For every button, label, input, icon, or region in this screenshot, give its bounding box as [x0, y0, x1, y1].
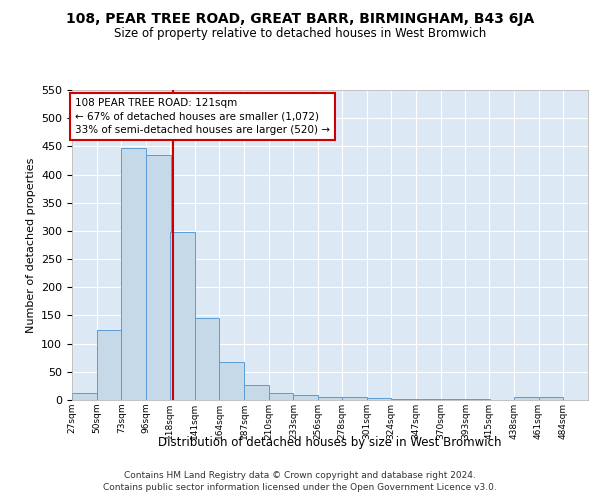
Text: 108, PEAR TREE ROAD, GREAT BARR, BIRMINGHAM, B43 6JA: 108, PEAR TREE ROAD, GREAT BARR, BIRMING…: [66, 12, 534, 26]
Text: 108 PEAR TREE ROAD: 121sqm
← 67% of detached houses are smaller (1,072)
33% of s: 108 PEAR TREE ROAD: 121sqm ← 67% of deta…: [75, 98, 330, 135]
Bar: [72, 393, 97, 400]
Bar: [97, 330, 121, 400]
Text: Contains HM Land Registry data © Crown copyright and database right 2024.: Contains HM Land Registry data © Crown c…: [124, 472, 476, 480]
Text: Size of property relative to detached houses in West Bromwich: Size of property relative to detached ho…: [114, 28, 486, 40]
Bar: [244, 385, 269, 400]
Text: Contains public sector information licensed under the Open Government Licence v3: Contains public sector information licen…: [103, 483, 497, 492]
Bar: [194, 318, 219, 400]
Bar: [170, 232, 194, 400]
Text: Distribution of detached houses by size in West Bromwich: Distribution of detached houses by size …: [158, 436, 502, 449]
Bar: [269, 392, 293, 400]
Bar: [367, 398, 391, 400]
Bar: [121, 148, 146, 400]
Bar: [146, 155, 171, 400]
Bar: [391, 399, 416, 400]
Bar: [514, 397, 539, 400]
Bar: [293, 395, 318, 400]
Bar: [318, 396, 343, 400]
Bar: [539, 397, 563, 400]
Bar: [342, 397, 367, 400]
Bar: [219, 362, 244, 400]
Y-axis label: Number of detached properties: Number of detached properties: [26, 158, 35, 332]
